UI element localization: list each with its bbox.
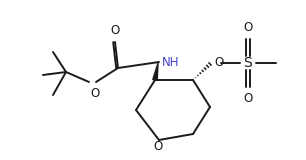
Text: O: O (214, 56, 223, 68)
Polygon shape (153, 63, 158, 80)
Text: O: O (243, 92, 253, 105)
Text: O: O (90, 87, 100, 100)
Text: O: O (243, 21, 253, 34)
Text: O: O (153, 140, 162, 153)
Text: S: S (244, 56, 252, 70)
Text: O: O (110, 24, 120, 37)
Text: NH: NH (162, 56, 180, 68)
